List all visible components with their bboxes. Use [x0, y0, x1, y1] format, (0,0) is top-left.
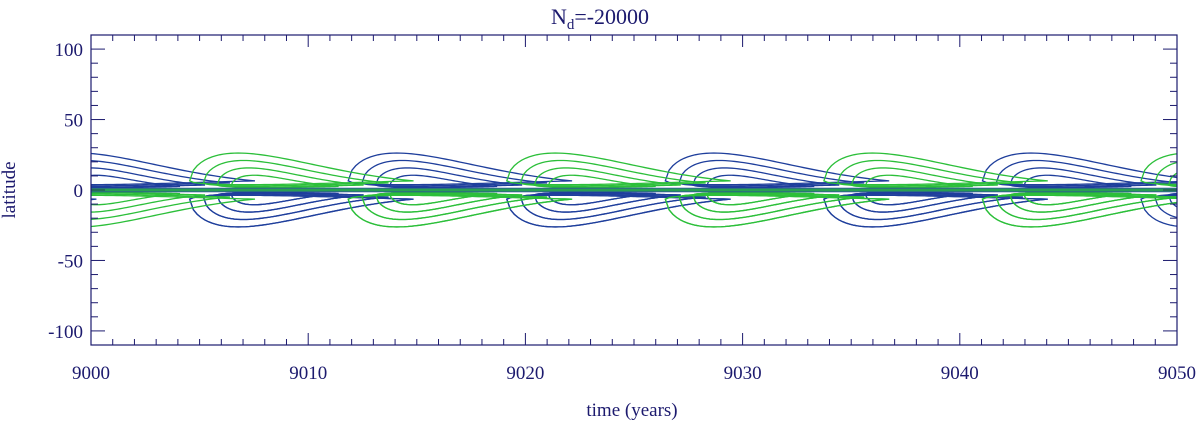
chart-title-rest: =-20000: [574, 4, 649, 29]
contour-line: [91, 193, 231, 220]
y-tick-label: 0: [74, 181, 84, 202]
contour-line: [995, 159, 1177, 187]
contour-line: [691, 192, 840, 213]
contour-line: [347, 194, 573, 228]
contour-line: [981, 152, 1177, 186]
contour-line: [91, 167, 206, 188]
x-axis-label: time (years): [586, 400, 677, 421]
x-tick-label: 9030: [724, 363, 762, 384]
contour-line: [1182, 192, 1200, 205]
axis-tick-labels: 9000 9010 9020 9030 9040 9050 -100 -50 0 50 100: [48, 40, 1196, 384]
contour-series-positive: [91, 152, 1200, 228]
contour-line: [216, 192, 364, 213]
x-tick-label: 9000: [72, 363, 110, 384]
contour-line: [1009, 167, 1157, 188]
contour-line: [836, 159, 1023, 187]
x-tick-label: 9050: [1158, 363, 1196, 384]
contour-line: [188, 152, 414, 186]
x-tick-label: 9020: [506, 363, 544, 384]
contour-line: [91, 198, 97, 201]
contour-line: [664, 194, 890, 228]
contour-line: [691, 167, 840, 188]
contour-line: [361, 193, 548, 221]
contour-line: [361, 159, 548, 187]
contour-line: [1182, 175, 1200, 188]
axis-ticks: [90, 35, 1178, 345]
x-tick-label: 9040: [941, 363, 979, 384]
plot-content: [91, 152, 1200, 228]
contour-line: [1009, 192, 1157, 213]
contour-line: [202, 159, 389, 187]
contour-line: [823, 194, 1048, 228]
y-tick-label: -100: [48, 322, 83, 343]
contour-line: [505, 194, 731, 228]
x-tick-label: 9010: [289, 363, 327, 384]
chart-title-main: N: [551, 4, 567, 29]
contour-line: [533, 192, 681, 213]
contour-line: [519, 159, 706, 187]
y-axis-label: latitude: [0, 162, 20, 219]
equator-contours: [91, 187, 1177, 193]
contour-line: [664, 152, 890, 186]
contour-line: [678, 193, 865, 221]
chart-title-subscript: d: [567, 17, 575, 33]
contour-line: [533, 167, 681, 188]
contour-line: [823, 152, 1048, 186]
contour-line: [678, 159, 865, 187]
y-tick-label: -50: [58, 251, 83, 272]
contour-line: [347, 152, 573, 186]
contour-line: [91, 194, 256, 228]
contour-line: [216, 167, 364, 188]
chart-title: Nd=-20000: [551, 4, 649, 33]
contour-line: [850, 192, 998, 213]
contour-line: [202, 193, 389, 221]
contour-line: [836, 193, 1023, 221]
contour-line: [519, 193, 706, 221]
contour-line: [995, 193, 1177, 221]
contour-line: [374, 192, 523, 213]
contour-line: [91, 192, 206, 213]
contour-line: [374, 167, 523, 188]
contour-line: [505, 152, 731, 186]
contour-line: [91, 160, 231, 187]
contour-line: [981, 194, 1177, 228]
contour-line: [850, 167, 998, 188]
contour-line: [91, 152, 256, 186]
y-tick-label: 50: [64, 111, 83, 132]
y-tick-label: 100: [55, 40, 84, 61]
contour-line: [188, 194, 414, 228]
